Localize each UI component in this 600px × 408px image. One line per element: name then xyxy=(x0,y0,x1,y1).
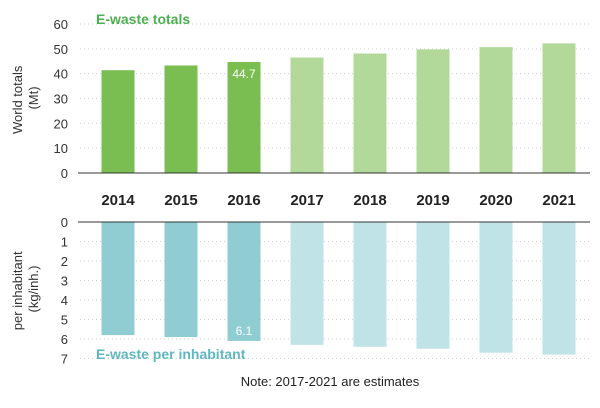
per-inhabitant-tick-label: 7 xyxy=(61,352,68,367)
per-inhabitant-bar-2019 xyxy=(416,222,450,349)
totals-tick-label: 10 xyxy=(54,141,68,156)
per-inhabitant-tick-label: 1 xyxy=(61,235,68,250)
totals-bar-2015 xyxy=(164,65,198,173)
totals-ylabel-line-1: World totals xyxy=(10,65,25,134)
per-inhabitant-panel: 0 1 2 3 4 5 6 7 6.1 E-waste per inhabitant per … xyxy=(10,215,590,367)
per-inhabitant-bar-2021 xyxy=(542,222,576,355)
totals-bar-2021 xyxy=(542,43,576,174)
per-inhabitant-ylabel: per inhabitant (kg/inh.) xyxy=(10,248,41,330)
totals-ylabel-line-2: (Mt) xyxy=(26,86,41,109)
per-inhabitant-bar-2018 xyxy=(353,222,387,347)
year-label-2015: 2015 xyxy=(164,192,197,209)
totals-data-label: 44.7 xyxy=(232,67,256,81)
per-inhabitant-tick-label: 2 xyxy=(61,254,68,269)
per-inhabitant-title: E-waste per inhabitant xyxy=(96,346,246,362)
totals-tick-label: 40 xyxy=(54,67,68,82)
year-label-2019: 2019 xyxy=(416,192,449,209)
totals-tick-label: 20 xyxy=(54,116,68,131)
per-inhabitant-bar-2017 xyxy=(290,222,324,345)
per-inhabitant-bar-2016 xyxy=(227,222,261,341)
totals-bar-2017 xyxy=(290,57,324,173)
per-inhabitant-bar-2020 xyxy=(479,222,513,353)
per-inhabitant-tick-label: 4 xyxy=(61,293,68,308)
year-label-2021: 2021 xyxy=(542,192,575,209)
year-label-2016: 2016 xyxy=(227,192,260,209)
totals-bar-2020 xyxy=(479,47,513,173)
per-inhabitant-ylabel-line-2: (kg/inh.) xyxy=(26,266,41,313)
estimates-note: Note: 2017-2021 are estimates xyxy=(241,374,420,389)
per-inhabitant-tick-label: 0 xyxy=(61,215,68,230)
per-inhabitant-data-label: 6.1 xyxy=(236,324,253,338)
totals-ylabel: World totals (Mt) xyxy=(10,62,41,134)
year-labels: 2014 2015 2016 2017 2018 2019 2020 2021 xyxy=(101,192,575,209)
per-inhabitant-tick-label: 3 xyxy=(61,274,68,289)
totals-tick-label: 30 xyxy=(54,92,68,107)
year-label-2017: 2017 xyxy=(290,192,323,209)
totals-panel: 0 10 20 30 40 50 60 44.7 E-waste totals World … xyxy=(10,11,590,181)
per-inhabitant-bar-2014 xyxy=(101,222,135,336)
totals-tick-label: 60 xyxy=(54,17,68,32)
totals-tick-label: 50 xyxy=(54,42,68,57)
per-inhabitant-ylabel-line-1: per inhabitant xyxy=(10,251,25,330)
per-inhabitant-bar-2015 xyxy=(164,222,198,338)
per-inhabitant-tick-label: 6 xyxy=(61,332,68,347)
per-inhabitant-tick-label: 5 xyxy=(61,313,68,328)
year-label-2018: 2018 xyxy=(353,192,386,209)
totals-bar-2018 xyxy=(353,53,387,173)
totals-bar-2014 xyxy=(101,70,135,173)
totals-bar-2016 xyxy=(227,61,261,174)
totals-bar-2019 xyxy=(416,49,450,173)
totals-tick-label: 0 xyxy=(61,166,68,181)
year-label-2014: 2014 xyxy=(101,192,135,209)
totals-title: E-waste totals xyxy=(96,11,190,27)
year-label-2020: 2020 xyxy=(479,192,512,209)
